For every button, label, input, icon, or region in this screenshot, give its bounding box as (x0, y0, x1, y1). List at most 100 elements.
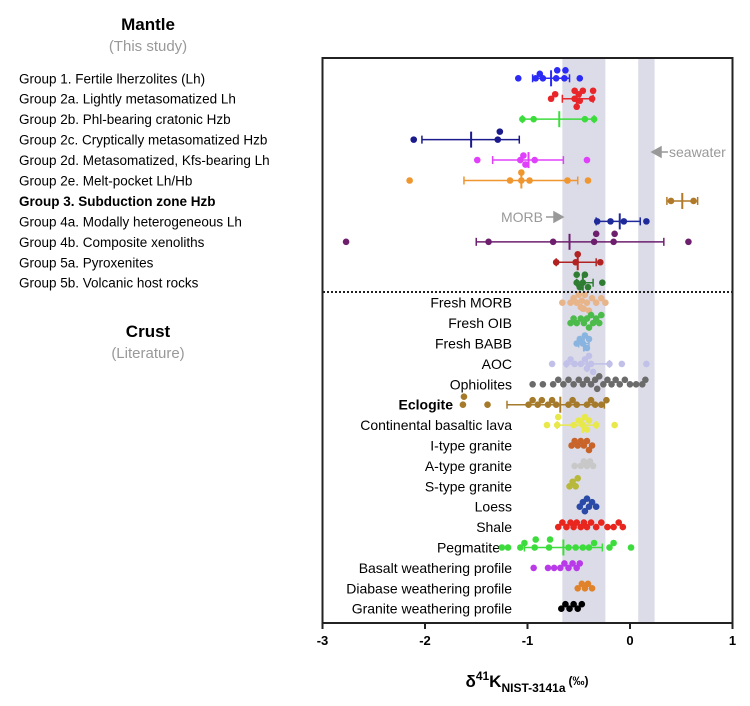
data-point (573, 299, 580, 307)
mantle-group-series (473, 152, 591, 169)
crust-group-series (498, 536, 635, 556)
data-point (587, 519, 595, 526)
data-point (554, 523, 562, 531)
crust-group-label: Eclogite (399, 397, 454, 413)
data-point (548, 360, 556, 368)
data-point (561, 560, 568, 567)
data-point (504, 544, 512, 551)
data-point (573, 319, 580, 327)
mantle-group-series (514, 67, 584, 87)
data-point (581, 507, 589, 515)
mantle-group-series (666, 192, 699, 209)
data-point (520, 152, 527, 159)
data-point (590, 539, 598, 547)
data-point (574, 605, 582, 612)
data-point (559, 519, 566, 526)
data-point (573, 103, 580, 111)
data-point (406, 177, 413, 184)
data-point (612, 376, 619, 384)
data-point (583, 426, 591, 433)
data-point (569, 396, 576, 404)
data-point (573, 271, 580, 279)
data-point (587, 360, 595, 368)
data-point (521, 539, 528, 547)
data-point (566, 605, 573, 612)
crust-group-label: Fresh BABB (435, 336, 512, 352)
data-point (563, 523, 570, 531)
mantle-group-label: Group 4a. Modally heterogeneous Lh (19, 214, 242, 229)
data-point (549, 238, 557, 246)
data-point (583, 365, 591, 372)
data-point (590, 238, 598, 246)
data-point (588, 498, 596, 506)
reference-bands (562, 58, 655, 623)
crust-group-series (568, 437, 596, 454)
data-point (565, 376, 572, 384)
mantle-group-series (342, 230, 692, 250)
data-point (593, 218, 601, 225)
data-point (583, 344, 591, 352)
data-point (517, 544, 524, 551)
crust-subtitle: (Literature) (111, 345, 184, 362)
crust-group-label: Pegmatite (437, 540, 500, 556)
mantle-group-label: Group 5a. Pyroxenites (19, 255, 154, 270)
data-point (592, 503, 600, 511)
data-point (592, 230, 600, 238)
data-point (553, 421, 561, 429)
data-point (580, 305, 588, 313)
crust-group-series (571, 458, 597, 470)
data-point (570, 421, 577, 429)
data-point (557, 564, 564, 572)
data-point (600, 381, 607, 388)
data-point (585, 335, 593, 343)
data-point (539, 381, 547, 388)
data-point (543, 421, 551, 429)
crust-group-series (554, 519, 627, 531)
data-point (618, 360, 626, 368)
data-point (583, 401, 591, 409)
data-point (485, 238, 492, 246)
crust-group-series (559, 291, 609, 315)
seawater-label: seawater (669, 144, 726, 160)
data-point (547, 95, 555, 103)
mantle-group-series (410, 128, 521, 148)
data-point (616, 381, 624, 388)
x-tick-label: 0 (626, 633, 633, 648)
mantle-group-label: Group 5b. Volcanic host rocks (19, 276, 199, 291)
data-point (514, 75, 522, 82)
group-labels: Group 1. Fertile lherzolites (Lh) Group 2… (19, 71, 512, 616)
x-axis-label: δ41KNIST-3141a (‰) (466, 669, 589, 695)
data-point (551, 90, 559, 98)
morb-annotation: MORB (501, 209, 565, 225)
crust-group-series (529, 373, 649, 393)
data-point (560, 381, 567, 388)
data-point (546, 536, 554, 543)
data-point (554, 413, 562, 421)
data-point (460, 393, 468, 401)
data-point (598, 401, 605, 409)
data-point (592, 523, 600, 531)
data-point (572, 483, 579, 490)
mantle-group-label: Group 2e. Melt-pocket Lh/Hb (19, 174, 192, 189)
data-point (611, 230, 618, 238)
data-point (529, 381, 536, 388)
data-point (567, 356, 574, 363)
mantle-group-label: Group 3. Subduction zone Hzb (19, 194, 216, 209)
data-point (585, 417, 593, 424)
data-point (574, 250, 582, 258)
mantle-group-label: Group 2b. Phl-bearing cratonic Hzb (19, 112, 231, 127)
data-point (571, 462, 578, 470)
data-point (610, 238, 617, 246)
mantle-title: Mantle (121, 15, 175, 34)
data-point (583, 156, 591, 164)
data-point (549, 381, 557, 388)
x-tick-label: -2 (419, 633, 431, 648)
data-point (531, 544, 538, 551)
data-point (588, 95, 596, 103)
data-point (608, 381, 615, 388)
data-point (550, 564, 558, 572)
data-point (583, 299, 591, 307)
data-point (602, 299, 609, 307)
data-point (574, 585, 582, 592)
data-point (589, 368, 597, 376)
